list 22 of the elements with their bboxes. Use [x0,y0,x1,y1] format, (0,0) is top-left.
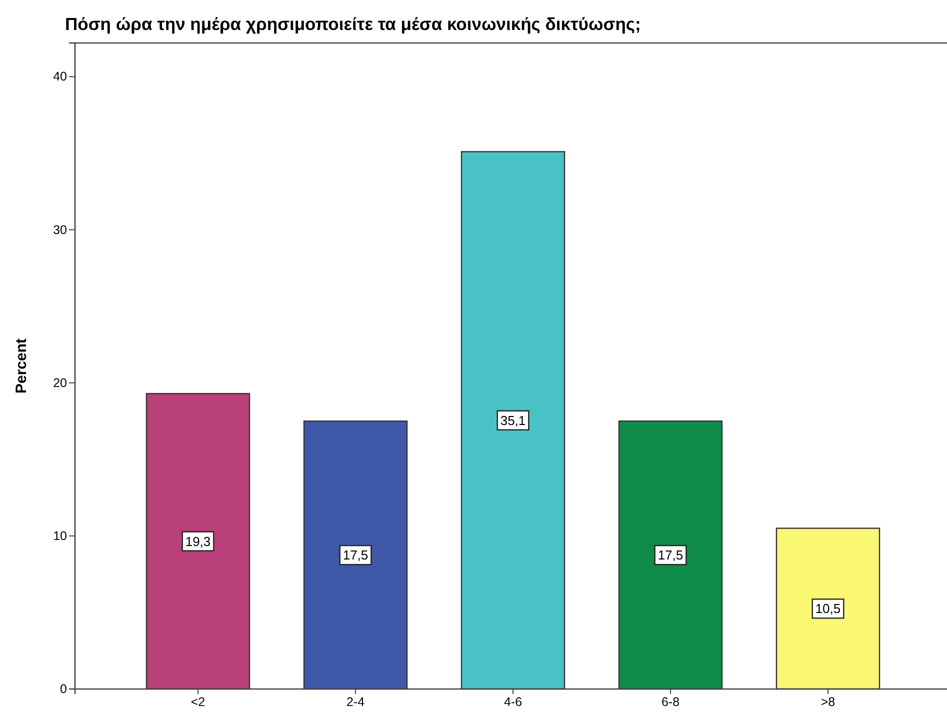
data-label: 10,5 [815,601,841,616]
data-label: 19,3 [185,534,211,549]
y-tick-label: 30 [53,222,68,237]
y-tick-label: 10 [53,528,68,543]
data-label: 17,5 [658,548,684,563]
x-tick-label: 6-8 [661,694,680,709]
x-tick-label: 2-4 [346,694,365,709]
y-axis-title: Percent [13,338,30,394]
y-tick-label: 40 [53,70,68,84]
y-tick-label: 0 [60,682,68,696]
bar [146,392,250,690]
bar [303,420,408,690]
y-tick-label: 20 [53,376,68,390]
x-tick-label: >8 [820,694,836,709]
bar [618,420,723,690]
bar [776,528,880,690]
x-tick-label: 4-6 [504,694,522,709]
data-label: 35,1 [500,412,526,428]
data-label: 17,5 [342,548,368,563]
bar [460,151,566,690]
x-tick-label: <2 [190,694,206,709]
chart-title: Πόση ώρα την ημέρα χρησιμοποιείτε τα μέσα κοινωνικής δικτύωσης; [65,14,641,34]
